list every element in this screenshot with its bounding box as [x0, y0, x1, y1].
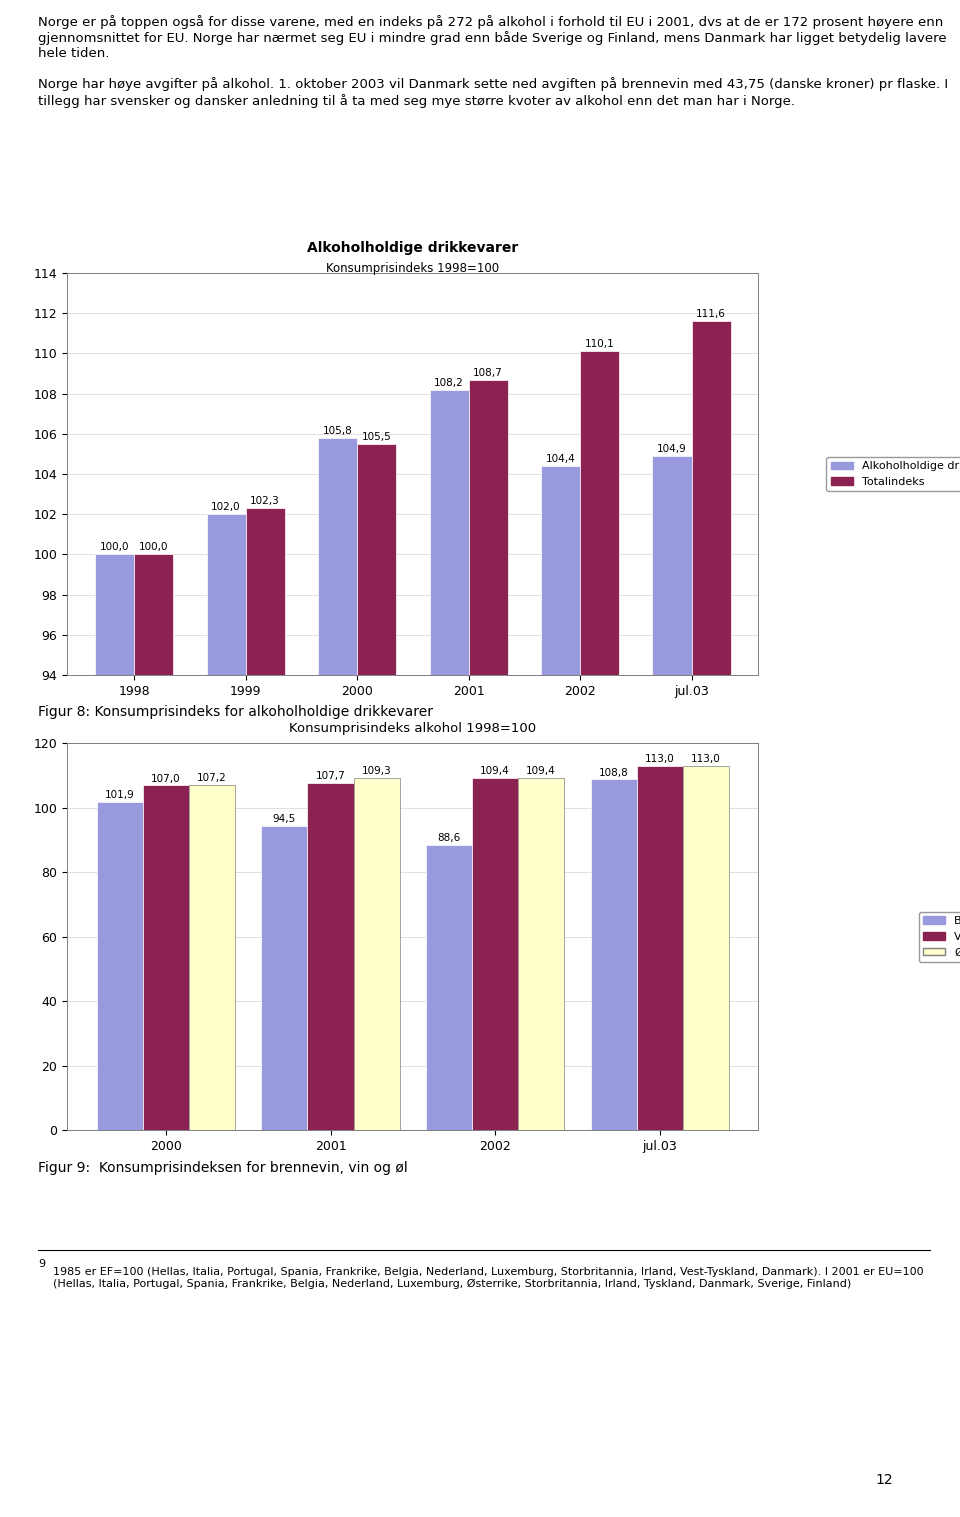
Text: Norge er på toppen også for disse varene, med en indeks på 272 på alkohol i forh: Norge er på toppen også for disse varene… — [38, 15, 948, 108]
Bar — [206, 514, 246, 1517]
Text: 100,0: 100,0 — [100, 543, 130, 552]
Bar — [580, 352, 619, 1517]
Bar — [518, 778, 564, 1130]
Text: 101,9: 101,9 — [105, 790, 134, 799]
Bar — [261, 825, 307, 1130]
Bar — [318, 438, 357, 1517]
Legend: Brennevin, Vin, Øl: Brennevin, Vin, Øl — [919, 912, 960, 962]
Bar — [143, 786, 189, 1130]
Bar — [472, 778, 518, 1130]
Text: 100,0: 100,0 — [139, 543, 168, 552]
Text: 108,2: 108,2 — [434, 378, 464, 388]
Text: 109,4: 109,4 — [526, 766, 556, 775]
Text: 12: 12 — [876, 1473, 893, 1487]
Text: 102,3: 102,3 — [251, 496, 280, 507]
Text: 107,7: 107,7 — [316, 771, 346, 781]
Text: 110,1: 110,1 — [585, 340, 614, 349]
Text: Figur 8: Konsumprisindeks for alkoholholdige drikkevarer: Figur 8: Konsumprisindeks for alkoholhol… — [38, 705, 433, 719]
Bar — [134, 554, 173, 1517]
Text: Figur 9:  Konsumprisindeksen for brennevin, vin og øl: Figur 9: Konsumprisindeksen for brennevi… — [38, 1161, 408, 1174]
Bar — [691, 322, 731, 1517]
Text: 104,9: 104,9 — [658, 444, 686, 454]
Text: 9: 9 — [38, 1259, 45, 1270]
Bar — [246, 508, 284, 1517]
Text: 113,0: 113,0 — [691, 754, 721, 765]
Title: Alkoholholdige drikkevarer: Alkoholholdige drikkevarer — [307, 241, 518, 255]
Bar — [683, 766, 729, 1130]
Bar — [653, 457, 691, 1517]
Text: 109,3: 109,3 — [362, 766, 392, 777]
Bar — [95, 554, 134, 1517]
Text: 107,2: 107,2 — [197, 774, 227, 783]
Bar — [189, 784, 235, 1130]
Text: 1985 er EF=100 (Hellas, Italia, Portugal, Spania, Frankrike, Belgia, Nederland, : 1985 er EF=100 (Hellas, Italia, Portugal… — [53, 1267, 924, 1288]
Bar — [636, 766, 683, 1130]
Bar — [97, 801, 143, 1130]
Text: 108,7: 108,7 — [473, 367, 503, 378]
Text: 113,0: 113,0 — [645, 754, 675, 765]
Bar — [307, 783, 353, 1130]
Text: 105,8: 105,8 — [323, 426, 352, 435]
Text: 104,4: 104,4 — [545, 454, 575, 464]
Bar — [429, 390, 468, 1517]
Bar — [353, 778, 399, 1130]
Text: 111,6: 111,6 — [696, 309, 726, 319]
Bar — [357, 444, 396, 1517]
Text: 105,5: 105,5 — [362, 432, 392, 441]
Text: 109,4: 109,4 — [480, 766, 510, 775]
Bar — [541, 466, 580, 1517]
Text: 107,0: 107,0 — [151, 774, 180, 784]
Text: Konsumprisindeks 1998=100: Konsumprisindeks 1998=100 — [326, 261, 499, 275]
Bar — [590, 780, 636, 1130]
Text: 108,8: 108,8 — [599, 768, 629, 778]
Bar — [426, 845, 472, 1130]
Bar — [468, 379, 508, 1517]
Text: 94,5: 94,5 — [273, 815, 296, 824]
Title: Konsumprisindeks alkohol 1998=100: Konsumprisindeks alkohol 1998=100 — [289, 722, 537, 736]
Legend: Alkoholholdige drikkevarer, Totalindeks: Alkoholholdige drikkevarer, Totalindeks — [827, 457, 960, 492]
Text: 88,6: 88,6 — [438, 833, 461, 843]
Text: 102,0: 102,0 — [211, 502, 241, 513]
